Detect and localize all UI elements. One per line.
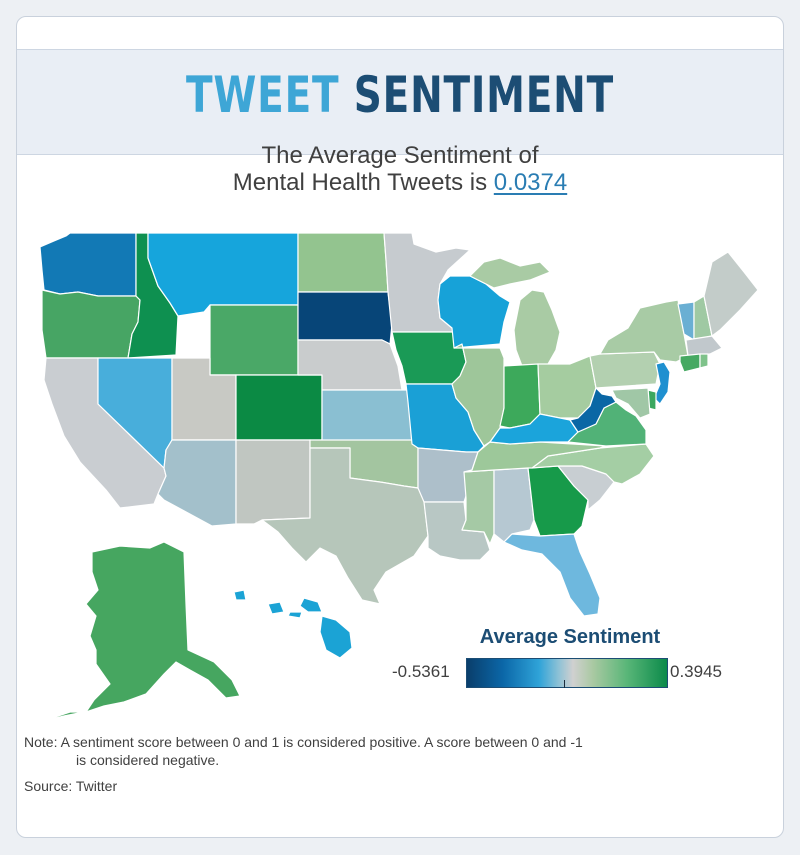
- state-massachusetts: [685, 335, 723, 357]
- state-oregon: [41, 289, 141, 359]
- state-kentucky: [483, 413, 579, 447]
- map-subtitle: The Average Sentiment of Mental Health T…: [0, 142, 800, 196]
- state-hawaii-maui: [299, 597, 323, 613]
- state-florida: [503, 533, 601, 617]
- legend-title: Average Sentiment: [479, 626, 661, 648]
- state-west-virginia: [569, 387, 617, 433]
- legend-average-marker: [564, 680, 565, 688]
- footnote-line-2: is considered negative.: [76, 752, 220, 768]
- state-michigan: [513, 289, 561, 367]
- legend-max-label: 0.3945: [670, 662, 722, 681]
- state-new-jersey: [653, 361, 671, 405]
- state-hawaii-oahu: [267, 601, 285, 615]
- state-michigan-upper: [469, 257, 551, 289]
- state-texas: [261, 447, 429, 605]
- state-south-dakota: [297, 291, 393, 345]
- title-word-sentiment: SENTIMENT: [353, 66, 614, 124]
- state-arizona: [157, 439, 237, 527]
- footnote: Note: A sentiment score between 0 and 1 …: [24, 733, 744, 769]
- title-banner: TWEET SENTIMENT: [17, 49, 783, 155]
- state-new-mexico: [235, 439, 311, 525]
- state-pennsylvania: [589, 351, 661, 389]
- state-hawaii-molokai: [287, 611, 303, 619]
- state-hawaii-kauai: [233, 589, 247, 601]
- state-new-york: [599, 299, 689, 363]
- state-hawaii-main: [319, 615, 353, 659]
- state-indiana: [499, 363, 541, 429]
- page-title: TWEET SENTIMENT: [101, 66, 698, 124]
- state-north-dakota: [297, 232, 389, 293]
- footnote-line-1: Note: A sentiment score between 0 and 1 …: [24, 734, 583, 750]
- source-credit: Source: Twitter: [24, 778, 118, 794]
- state-connecticut: [679, 353, 701, 373]
- alaska-aleutians: [47, 711, 85, 721]
- state-colorado: [235, 374, 323, 441]
- state-alabama: [493, 467, 535, 543]
- average-sentiment-value: 0.0374: [493, 169, 568, 196]
- state-washington: [39, 232, 137, 297]
- legend-min-label: -0.5361: [392, 662, 450, 681]
- subtitle-prefix: Mental Health Tweets is: [232, 169, 494, 196]
- title-word-tweet: TWEET: [185, 66, 340, 124]
- state-wyoming: [209, 304, 299, 376]
- state-maine: [703, 251, 759, 337]
- state-kansas: [321, 389, 413, 445]
- state-maryland: [611, 387, 651, 419]
- legend-color-scale: [466, 658, 668, 688]
- subtitle-line-2: Mental Health Tweets is 0.0374: [0, 169, 800, 196]
- state-montana: [147, 232, 299, 317]
- subtitle-line-1: The Average Sentiment of: [261, 142, 539, 169]
- state-rhode-island: [699, 353, 709, 369]
- state-alaska: [85, 541, 241, 713]
